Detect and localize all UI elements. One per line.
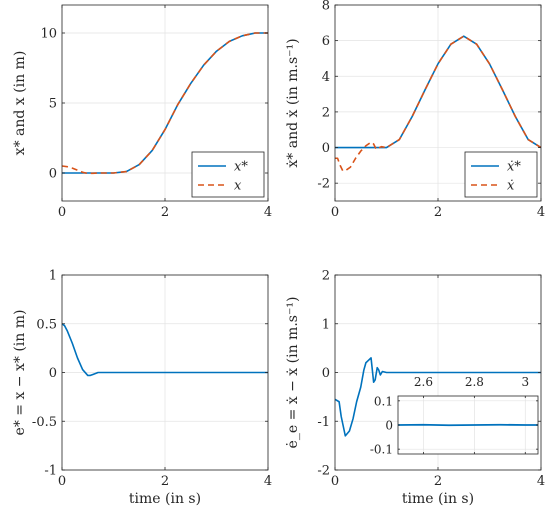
- x-tick-label: 4: [537, 205, 545, 220]
- y-axis-label: ẋ* and ẋ (in m.s⁻¹): [285, 38, 301, 167]
- legend-label: x*: [234, 160, 248, 175]
- y-tick-label: 0.1: [374, 394, 393, 408]
- x-tick-label: 2.8: [465, 375, 484, 389]
- series-line-s0: [62, 323, 268, 377]
- y-tick-label: 0: [322, 141, 330, 156]
- y-tick-label: 0: [322, 366, 330, 381]
- y-tick-label: 2: [322, 105, 330, 120]
- legend-label: x: [234, 179, 242, 194]
- inset-axes: 2.6 2.8 3 -0.1 0 0.1: [370, 375, 539, 457]
- x-tick-label: 4: [264, 205, 272, 220]
- x-tick-label: 2.6: [414, 375, 433, 389]
- y-axis-label: e* = x − x* (in m): [12, 310, 28, 436]
- position_error-axes: 0 2 4 -1 -0.5 0 0.5 1 e* = x − x* (in m) time (in…: [12, 269, 272, 508]
- series-group: [62, 32, 268, 175]
- x-tick-label: 0: [331, 205, 339, 220]
- y-tick-label: -1: [44, 464, 57, 479]
- x-tick-label: 2: [434, 474, 442, 489]
- x-tick-label: 3: [521, 375, 529, 389]
- legend: ẋ* ẋ: [464, 151, 538, 198]
- x-tick-label: 2: [434, 205, 442, 220]
- x-tick-label: 4: [537, 474, 545, 489]
- y-tick-label: 0: [49, 366, 57, 381]
- y-tick-label: -2: [317, 177, 330, 192]
- x-tick-label: 0: [58, 474, 66, 489]
- y-tick-label: 5: [49, 97, 57, 112]
- y-tick-label: 10: [40, 27, 57, 42]
- y-tick-label: -2: [317, 464, 330, 479]
- y-tick-label: 2: [322, 269, 330, 284]
- y-tick-label: 0: [385, 419, 393, 433]
- series-line-x-dashed: [62, 32, 268, 175]
- legend: x* x: [191, 151, 265, 198]
- x-axis-label: time (in s): [402, 491, 474, 507]
- x-tick-label: 0: [58, 205, 66, 220]
- series-group: [335, 35, 541, 172]
- y-tick-label: 6: [322, 34, 330, 49]
- x-tick-label: 2: [161, 474, 169, 489]
- legend-label: ẋ*: [507, 160, 521, 175]
- x-tick-label: 0: [331, 474, 339, 489]
- legend-box: [464, 151, 538, 198]
- y-tick-label: 1: [322, 317, 330, 332]
- x-tick-label: 2: [161, 205, 169, 220]
- y-tick-label: -0.5: [32, 415, 57, 430]
- y-tick-label: 0: [49, 167, 57, 182]
- legend-label: ẋ: [507, 179, 515, 194]
- legend-box: [191, 151, 265, 198]
- y-tick-label: 4: [322, 70, 330, 85]
- y-tick-label: 1: [49, 269, 57, 284]
- series-line-s1-dashed: [335, 35, 541, 172]
- position-axes: 0 2 4 0 5 10 x* and x (in m) x* x: [12, 4, 272, 220]
- x-tick-label: 4: [264, 474, 272, 489]
- y-axis-label: x* and x (in m): [12, 51, 28, 156]
- y-axis-label: ė_e = ẋ − ẋ (in m.s⁻¹): [285, 297, 301, 449]
- x-axis-label: time (in s): [129, 491, 201, 507]
- y-tick-label: 8: [322, 0, 330, 14]
- series-line-s0: [335, 357, 541, 437]
- series-group: [335, 357, 541, 437]
- y-tick-label: -0.1: [370, 443, 393, 457]
- y-tick-label: 0.5: [36, 317, 57, 332]
- y-tick-label: -1: [317, 415, 330, 430]
- series-group: [62, 323, 268, 377]
